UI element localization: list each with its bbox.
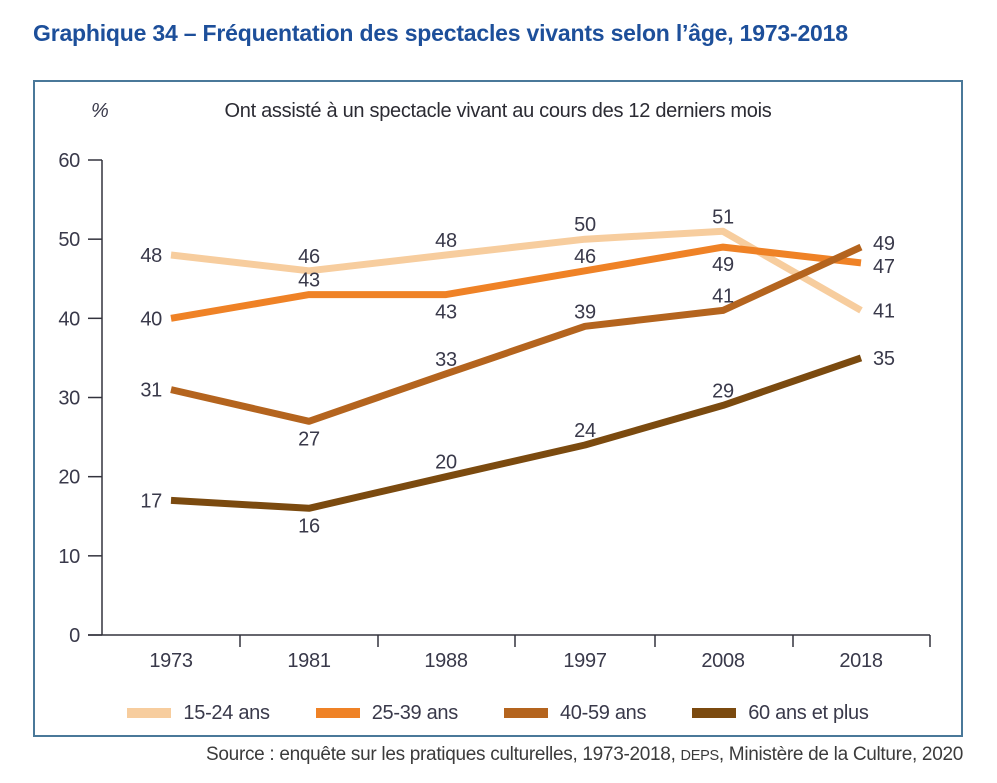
y-axis-tick-label: 60 (58, 150, 80, 172)
data-label: 43 (435, 302, 457, 324)
x-axis-year-label: 2018 (839, 650, 882, 672)
series-line-15-24-ans (170, 227, 863, 314)
chart-subtitle: Ont assisté à un spectacle vivant au cou… (224, 100, 772, 122)
legend-swatch (503, 708, 548, 718)
data-label: 46 (298, 246, 320, 268)
y-axis-tick-label: 20 (58, 467, 80, 489)
legend-item-60-ans-et-plus: 60 ans et plus (692, 701, 869, 725)
data-label: 41 (712, 285, 734, 307)
legend-item-15-24-ans: 15-24 ans (127, 701, 270, 725)
data-label: 31 (140, 380, 162, 402)
chart-frame: % Ont assisté à un spectacle vivant au c… (33, 80, 963, 737)
x-axis-year-label: 1988 (424, 650, 467, 672)
chart-legend: 15-24 ans 25-39 ans 40-59 ans 60 ans et plu… (35, 700, 961, 726)
data-label: 49 (712, 254, 734, 276)
y-axis-tick-label: 50 (58, 229, 80, 251)
legend-label: 25-39 ans (371, 701, 459, 724)
data-label: 47 (873, 256, 895, 278)
data-label: 29 (712, 380, 734, 402)
legend-label: 40-59 ans (559, 701, 647, 724)
source-note: Source : enquête sur les pratiques cultu… (206, 744, 963, 766)
data-label: 27 (298, 428, 320, 450)
y-axis-tick-label: 10 (58, 546, 80, 568)
source-text: Source : enquête sur les pratiques cultu… (206, 744, 681, 765)
source-text-end: , Ministère de la Culture, 2020 (718, 744, 963, 765)
data-label: 51 (712, 206, 734, 228)
data-label: 33 (435, 349, 457, 371)
data-label: 24 (574, 420, 596, 442)
data-label: 48 (140, 245, 162, 267)
y-axis-tick-label: 30 (58, 388, 80, 410)
legend-item-25-39-ans: 25-39 ans (315, 701, 459, 725)
data-label: 46 (574, 246, 596, 268)
data-label: 39 (574, 301, 596, 323)
figure-title: Graphique 34 – Fréquentation des spectac… (33, 20, 848, 46)
legend-swatch (692, 708, 737, 718)
data-label: 41 (873, 300, 895, 322)
x-axis-year-label: 1981 (287, 650, 330, 672)
data-label: 17 (140, 490, 162, 512)
legend-item-40-59-ans: 40-59 ans (503, 701, 647, 725)
legend-swatch (315, 708, 360, 718)
y-axis-tick-label: 0 (69, 625, 80, 647)
legend-swatch (127, 708, 172, 718)
series-line-60-ans-et-plus (170, 354, 863, 512)
x-axis-year-label: 1997 (563, 650, 606, 672)
data-label: 20 (435, 452, 457, 474)
legend-label: 60 ans et plus (748, 701, 869, 724)
data-label: 48 (435, 230, 457, 252)
x-axis-year-label: 1973 (149, 650, 192, 672)
legend-label: 15-24 ans (183, 701, 270, 724)
data-label: 50 (574, 214, 596, 236)
source-deps-acronym: DEPS (680, 748, 720, 764)
data-label: 43 (298, 270, 320, 292)
y-axis-unit-label: % (91, 100, 109, 122)
data-label: 49 (873, 233, 895, 255)
data-label: 35 (873, 348, 895, 370)
line-chart: 0 10 20 30 40 50 60 1973 1981 1988 1997 2008 2018 48 4… (58, 150, 931, 672)
data-label: 16 (298, 515, 320, 537)
series-line-40-59-ans (170, 243, 863, 425)
y-axis-tick-label: 40 (58, 308, 80, 330)
data-label: 40 (140, 308, 162, 330)
series-line-25-39-ans (170, 243, 862, 322)
x-axis-year-label: 2008 (701, 650, 744, 672)
